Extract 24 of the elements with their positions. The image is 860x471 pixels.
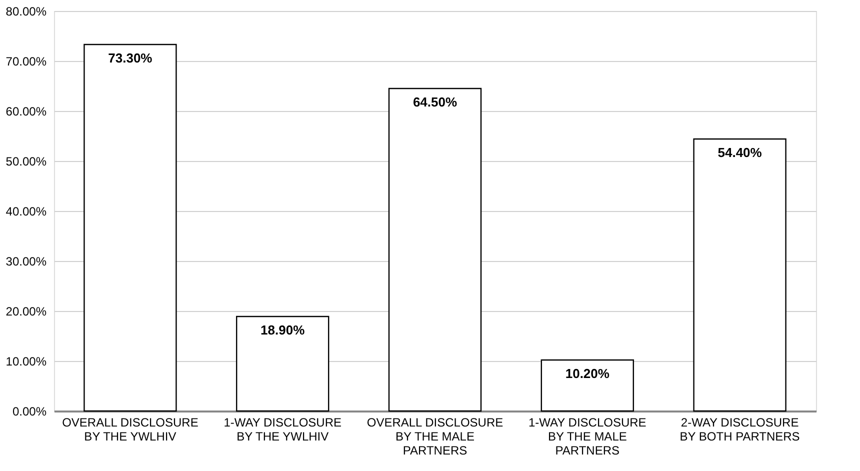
bar [236, 316, 330, 412]
y-tick-label: 60.00% [6, 104, 47, 118]
y-tick-label: 30.00% [6, 254, 47, 268]
data-label: 73.30% [108, 50, 153, 66]
data-label: 18.90% [260, 322, 306, 338]
y-tick-label: 50.00% [6, 154, 47, 168]
data-label: 10.20% [565, 366, 610, 381]
bar [540, 359, 634, 412]
x-tick-label: OVERALL DISCLOSURE BY THE MALE PARTNERS [366, 416, 504, 458]
data-label: 64.50% [412, 94, 458, 110]
x-tick-label: 2-WAY DISCLOSURE BY BOTH PARTNERS [680, 416, 800, 444]
x-tick-label: OVERALL DISCLOSURE BY THE YWLHIV [62, 416, 198, 444]
y-tick-label: 0.00% [12, 404, 47, 418]
bar [388, 88, 482, 412]
y-tick-label: 10.00% [6, 354, 47, 368]
y-tick-label: 20.00% [6, 304, 47, 318]
x-tick-label: 1-WAY DISCLOSURE BY THE YWLHIV [224, 416, 342, 444]
x-tick-label: 1-WAY DISCLOSURE BY THE MALE PARTNERS [528, 416, 646, 458]
bar [84, 44, 177, 412]
data-label: 54.40% [718, 145, 762, 160]
bar [693, 138, 786, 412]
y-tick-label: 70.00% [6, 54, 47, 68]
y-tick-label: 40.00% [6, 204, 47, 218]
y-tick-label: 80.00% [6, 4, 47, 18]
